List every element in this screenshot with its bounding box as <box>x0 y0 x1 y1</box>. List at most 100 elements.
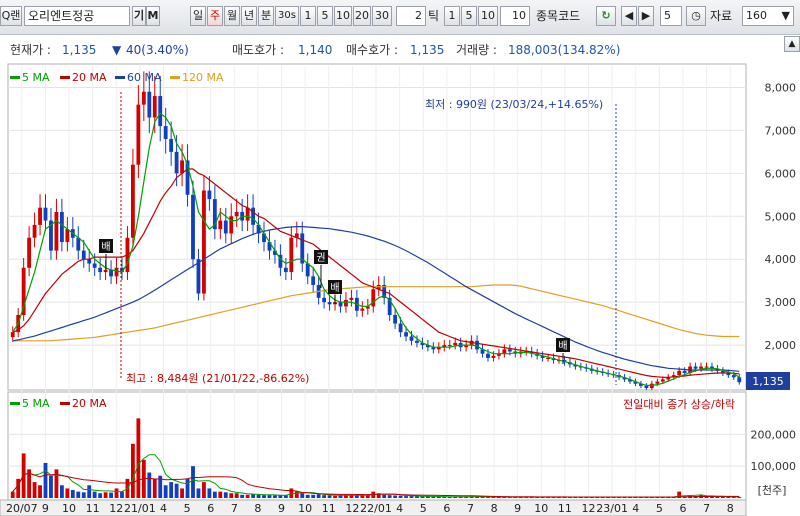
candle-body <box>294 233 299 238</box>
step-input[interactable]: 5 <box>660 6 682 26</box>
search-sub-label: 랜 <box>10 9 21 22</box>
stock-search-button[interactable]: Q랜 <box>0 6 22 26</box>
candle-body <box>98 267 103 273</box>
volume-bar <box>469 496 474 498</box>
candle-body <box>409 336 414 341</box>
volume-label: 거래량 : <box>456 43 497 57</box>
period-30-button[interactable]: 30 <box>372 6 392 26</box>
toggle-m-button[interactable]: M <box>146 6 160 26</box>
time-tick-label: 6 <box>207 502 214 515</box>
event-marker-1[interactable]: 배 <box>99 239 113 270</box>
volume-bar <box>322 495 327 498</box>
tick-count-input[interactable]: 2 <box>396 6 426 26</box>
period-month-button[interactable]: 월 <box>224 6 240 26</box>
volume-bar <box>715 496 720 498</box>
candle-body <box>425 345 430 348</box>
volume-bar <box>436 496 441 498</box>
volume-bar <box>660 497 665 498</box>
volume-bar <box>185 478 190 498</box>
candle-body <box>114 267 119 277</box>
volume-bar <box>442 496 447 498</box>
event-marker-2[interactable]: 권 <box>314 250 328 288</box>
event-marker-4[interactable]: 배 <box>556 338 570 364</box>
volume-bar <box>595 497 600 498</box>
period-5-button[interactable]: 5 <box>317 6 333 26</box>
tick-10-button[interactable]: 10 <box>478 6 498 26</box>
volume-bar <box>240 494 245 498</box>
ask-price: 1,140 <box>298 43 333 57</box>
bid-label: 매수호가 : <box>346 43 399 57</box>
tick-5-button[interactable]: 5 <box>461 6 477 26</box>
volume-bar <box>130 443 135 498</box>
next-arrow-icon[interactable]: ▶ <box>638 6 654 26</box>
price-tick-label: 3,000 <box>765 296 797 309</box>
refresh-icon[interactable]: ↻ <box>596 6 616 26</box>
volume-bar <box>70 490 75 498</box>
period-10-button[interactable]: 10 <box>334 6 352 26</box>
volume-bar <box>294 491 299 498</box>
volume-bar <box>655 497 660 498</box>
candle-body <box>49 220 53 251</box>
period-30s-button[interactable]: 30s <box>275 6 299 26</box>
volume-bar <box>551 497 556 498</box>
data-label: 자료 <box>710 9 733 23</box>
candle-body <box>573 364 578 367</box>
time-tick-label: 6 <box>679 502 686 515</box>
volume-bar <box>540 497 545 498</box>
volume-bar <box>136 418 141 498</box>
volume-bar <box>202 482 206 498</box>
stock-name-field[interactable]: 오리엔트정공 <box>24 6 130 26</box>
prev-arrow-icon[interactable]: ◀ <box>621 6 637 26</box>
volume-tick-label: 100,000 <box>751 460 797 473</box>
toggle-gi-button[interactable]: 기 <box>132 6 146 26</box>
candle-body <box>202 190 206 294</box>
price-line-ma60 <box>12 226 740 372</box>
time-tick-label: 7 <box>703 502 710 515</box>
volume-bar <box>682 496 687 498</box>
candle-body <box>491 355 496 358</box>
candle-body <box>229 216 234 234</box>
volume-bar <box>196 488 201 498</box>
period-1-button[interactable]: 1 <box>300 6 316 26</box>
period-20-button[interactable]: 20 <box>353 6 371 26</box>
volume-bar <box>486 497 490 498</box>
volume-unit-label: [천주] <box>758 483 787 497</box>
volume-value: 188,003(134.82%) <box>508 43 621 57</box>
candle-body <box>223 220 228 234</box>
price-tick-label: 2,000 <box>765 339 797 352</box>
candle-body <box>212 199 217 230</box>
candle-body <box>283 267 288 273</box>
data-count-select[interactable]: 160 ▼ <box>742 6 794 26</box>
candle-body <box>38 207 42 225</box>
period-day-button[interactable]: 일 <box>190 6 206 26</box>
clock-icon[interactable]: ◷ <box>686 6 706 26</box>
volume-bar <box>677 491 682 498</box>
candle-body <box>677 370 682 376</box>
candle-body <box>234 211 239 217</box>
period-minute-button[interactable]: 분 <box>258 6 274 26</box>
volume-bar <box>262 495 266 498</box>
legend-5ma-swatch <box>10 76 20 79</box>
tick-value-input[interactable]: 10 <box>500 6 530 26</box>
volume-legend: 5 MA 20 MA <box>10 397 107 410</box>
event-marker-3[interactable]: 배 <box>328 280 342 304</box>
volume-bar <box>726 496 731 498</box>
period-year-button[interactable]: 년 <box>241 6 257 26</box>
volume-bar <box>114 488 119 498</box>
time-tick-label: 5 <box>184 502 191 515</box>
volume-bar <box>529 497 534 498</box>
down-triangle-icon: ▼ <box>112 43 122 57</box>
volume-bar <box>245 494 250 498</box>
volume-bar <box>628 497 632 498</box>
candle-body <box>327 302 332 305</box>
legend-60ma: 60 MA <box>127 71 162 84</box>
candle-body <box>59 211 64 243</box>
volume-bar <box>704 496 709 498</box>
candle-body <box>464 345 469 348</box>
tick-1-button[interactable]: 1 <box>444 6 460 26</box>
scroll-up-icon[interactable]: ▲ <box>784 36 800 52</box>
volume-bar <box>622 497 627 498</box>
candle-body <box>322 297 327 303</box>
period-week-button[interactable]: 주 <box>207 6 223 26</box>
